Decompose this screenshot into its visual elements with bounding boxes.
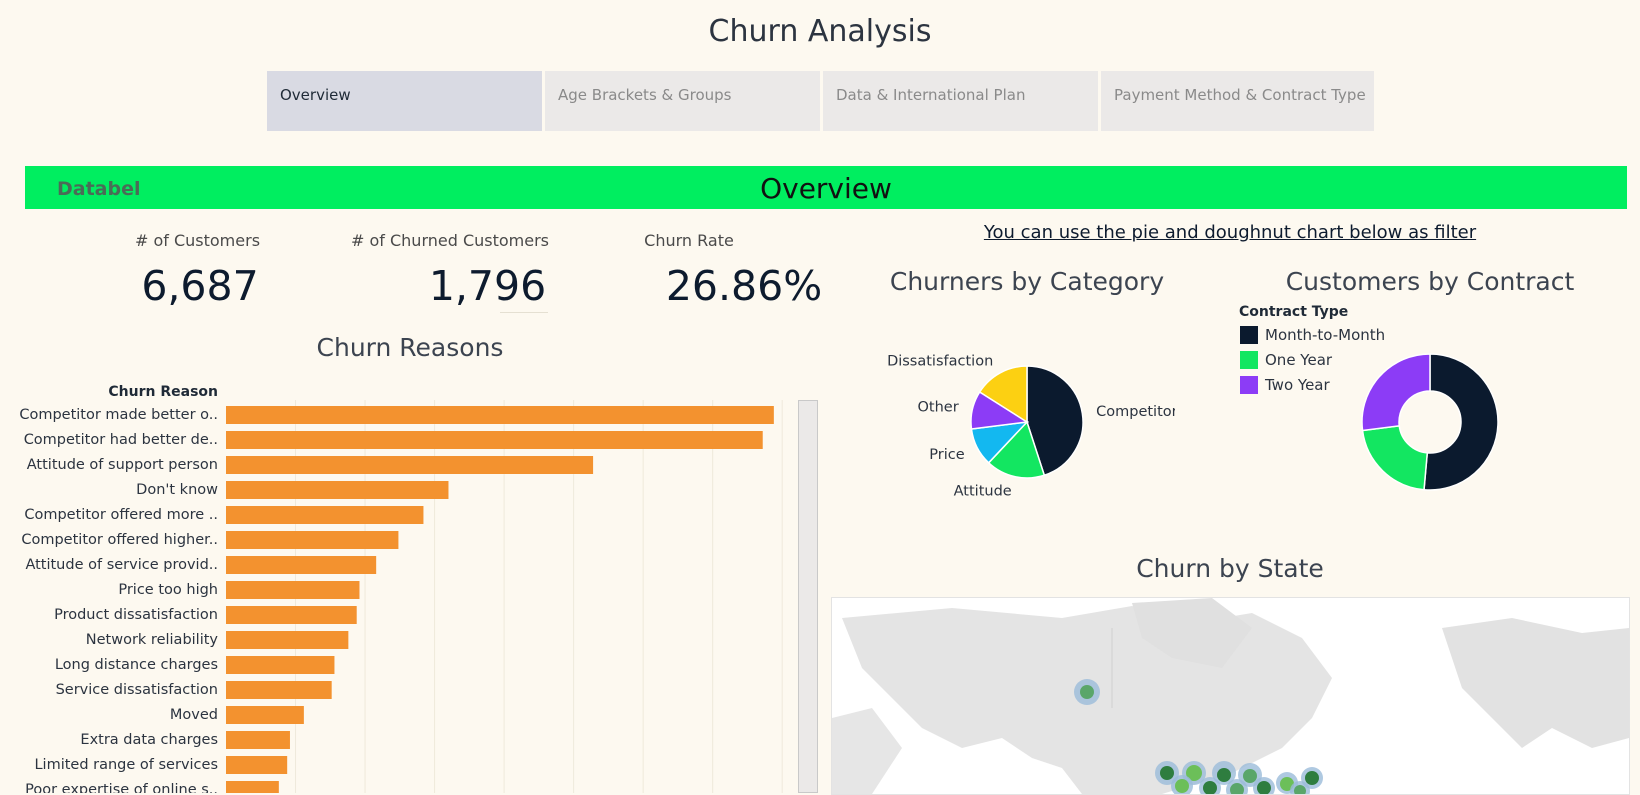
legend-swatch-month xyxy=(1240,326,1258,344)
churn-by-state-title: Churn by State xyxy=(1136,554,1324,583)
state-marker xyxy=(1160,766,1174,780)
pie-slice-label: Competitor xyxy=(1096,404,1175,420)
bar-category-label: Extra data charges xyxy=(80,732,218,748)
pie-slice xyxy=(1026,365,1084,477)
bar-mark xyxy=(226,631,349,649)
bar-mark xyxy=(226,731,290,749)
bar-category-label: Product dissatisfaction xyxy=(54,607,218,623)
bar-mark xyxy=(226,681,332,699)
tab-overview[interactable]: Overview xyxy=(267,71,542,131)
pie-slice-label: Price xyxy=(929,447,964,463)
bar-mark xyxy=(226,406,774,424)
state-marker xyxy=(1186,765,1202,781)
churners-by-category-pie[interactable]: Competitor Attitude Price Other Dissatisfact… xyxy=(855,330,1175,500)
pie-slice-label: Dissatisfaction xyxy=(887,354,993,370)
state-marker xyxy=(1203,781,1217,794)
bar-mark xyxy=(226,556,377,574)
chart-scrollbar[interactable] xyxy=(798,400,818,793)
bar-category-label: Competitor made better o.. xyxy=(19,407,218,423)
overview-banner xyxy=(25,166,1627,209)
bar-category-label: Competitor had better de.. xyxy=(24,432,218,448)
pie-slice-label: Other xyxy=(918,400,959,416)
bar-mark xyxy=(226,531,399,549)
state-marker xyxy=(1257,781,1271,794)
state-marker xyxy=(1080,685,1094,699)
legend-swatch-one-year xyxy=(1240,351,1258,369)
bar-category-label: Limited range of services xyxy=(34,757,218,773)
donut-slice xyxy=(1361,353,1431,432)
bar-mark xyxy=(226,756,288,774)
bar-mark xyxy=(226,781,279,793)
filter-hint-link[interactable]: You can use the pie and doughnut chart b… xyxy=(983,222,1477,243)
churners-by-category-title: Churners by Category xyxy=(889,267,1165,296)
bar-axis-header: Churn Reason xyxy=(108,384,218,400)
legend-swatch-two-year xyxy=(1240,376,1258,394)
legend-title: Contract Type xyxy=(1239,304,1349,320)
bar-category-label: Don't know xyxy=(136,482,218,498)
tab-age-brackets[interactable]: Age Brackets & Groups xyxy=(545,71,820,131)
kpi-churn-rate-value: 26.86% xyxy=(665,262,823,310)
tab-data-international[interactable]: Data & International Plan xyxy=(823,71,1098,131)
bar-mark xyxy=(226,456,594,474)
kpi-churn-rate-label: Churn Rate xyxy=(644,231,734,250)
land-europe xyxy=(1442,618,1629,748)
bar-mark xyxy=(226,481,449,499)
legend-item-month[interactable]: Month-to-Month xyxy=(1265,326,1386,344)
bar-category-label: Long distance charges xyxy=(55,657,218,673)
legend-item-one-year[interactable]: One Year xyxy=(1265,351,1333,369)
legend-item-two-year[interactable]: Two Year xyxy=(1265,376,1330,394)
state-marker xyxy=(1230,783,1244,794)
kpi-churned-value: 1,796 xyxy=(428,262,547,310)
churn-by-state-map[interactable] xyxy=(831,597,1630,795)
bar-category-label: Attitude of support person xyxy=(27,457,218,473)
churn-reasons-title: Churn Reasons xyxy=(316,333,504,362)
donut-slice xyxy=(1361,425,1429,491)
churn-reasons-chart: Churn Reason Competitor made better o.. Co… xyxy=(19,384,783,793)
state-marker xyxy=(1305,771,1319,785)
pie-slice-label: Attitude xyxy=(954,483,1012,499)
bar-mark xyxy=(226,581,360,599)
state-marker xyxy=(1294,785,1306,794)
pie-slice xyxy=(978,365,1028,424)
pie-slice xyxy=(987,420,1046,479)
land-greenland xyxy=(1132,598,1252,668)
kpi-churned-label: # of Churned Customers xyxy=(350,231,550,250)
land-asia-edge xyxy=(832,708,902,794)
state-marker xyxy=(1243,769,1257,783)
bar-mark xyxy=(226,506,424,524)
kpi-divider xyxy=(500,312,548,313)
bar-mark xyxy=(226,656,335,674)
bar-category-label: Competitor offered higher.. xyxy=(21,532,218,548)
customers-by-contract-title: Customers by Contract xyxy=(1285,267,1575,296)
bar-category-label: Network reliability xyxy=(86,632,219,648)
bar-category-label: Moved xyxy=(170,707,218,723)
bar-mark xyxy=(226,706,304,724)
tab-payment-contract[interactable]: Payment Method & Contract Type xyxy=(1101,71,1374,131)
state-marker xyxy=(1280,777,1294,791)
bar-mark xyxy=(226,431,763,449)
state-marker xyxy=(1217,768,1231,782)
bar-category-label: Service dissatisfaction xyxy=(56,682,218,698)
kpi-customers-label: # of Customers xyxy=(134,231,261,250)
state-marker xyxy=(1175,779,1189,793)
bar-category-label: Poor expertise of online s.. xyxy=(25,782,218,793)
kpi-customers-value: 6,687 xyxy=(141,262,259,310)
brand-logo: Databel xyxy=(57,178,141,200)
bar-category-label: Attitude of service provid.. xyxy=(25,557,218,573)
bar-category-label: Price too high xyxy=(118,582,218,598)
section-title: Overview xyxy=(760,172,892,205)
page-title: Churn Analysis xyxy=(708,14,932,49)
state-markers xyxy=(1074,679,1323,794)
bar-category-label: Competitor offered more .. xyxy=(24,507,218,523)
customers-by-contract-donut[interactable] xyxy=(1355,345,1505,495)
donut-slice xyxy=(1423,353,1499,491)
bar-mark xyxy=(226,606,357,624)
